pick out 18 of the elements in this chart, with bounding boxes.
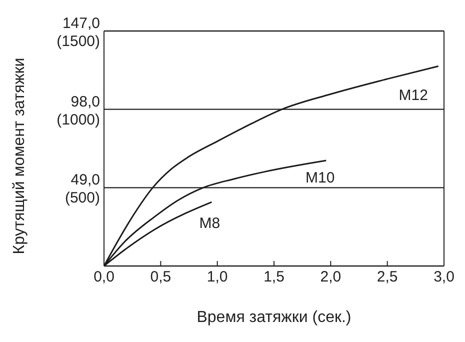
x-tick-label: 3,0: [434, 268, 454, 286]
y-tick-label: (1500): [56, 33, 100, 50]
y-tick-label: (1000): [56, 111, 100, 128]
x-tick-label: 0,5: [150, 268, 172, 286]
y2-tick-label: 147,0: [62, 15, 100, 32]
x-tick-label: 2,5: [376, 268, 398, 286]
y2-tick-label: 98,0: [70, 93, 100, 110]
annotation: M10: [306, 169, 335, 186]
y-tick-label: (500): [64, 190, 100, 207]
x-tick-label: 1,0: [206, 268, 228, 286]
x-tick-label: 2,0: [320, 268, 342, 286]
x-axis-title: Время затяжки (сек.): [196, 309, 352, 326]
y2-tick-label: 49,0: [70, 172, 100, 189]
annotation: M8: [199, 215, 220, 232]
x-tick-label: 1,5: [264, 268, 284, 286]
y-axis-title: Крутящий момент затяжки: [11, 58, 29, 254]
x-tick-label: 0,0: [94, 268, 114, 286]
annotation: M12: [398, 87, 428, 104]
